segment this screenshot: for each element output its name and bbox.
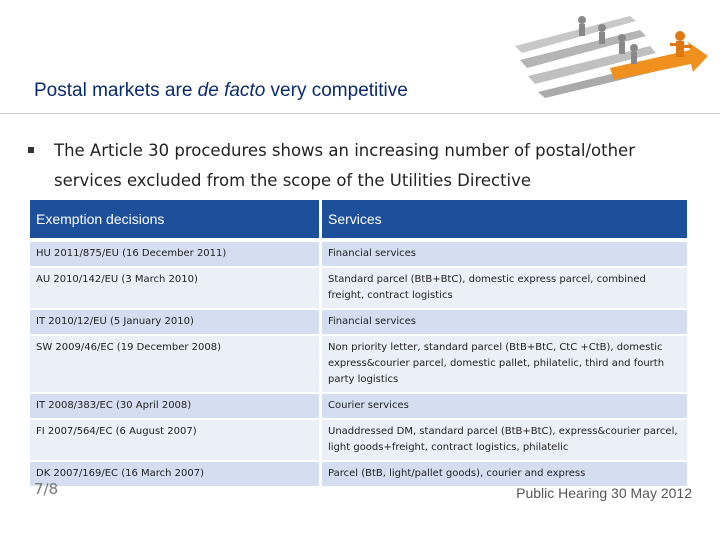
services-cell: Courier services — [320, 393, 690, 420]
table-row: DK 2007/169/EC (16 March 2007) Parcel (B… — [30, 461, 690, 488]
table-row: AU 2010/142/EU (3 March 2010) Standard p… — [30, 267, 690, 310]
title-divider — [0, 113, 720, 114]
title-italic: de facto — [197, 80, 266, 101]
services-cell: Financial services — [320, 309, 690, 336]
page-number: 7/8 — [34, 480, 59, 498]
header-services: Services — [320, 200, 690, 242]
table-header-row: Exemption decisions Services — [30, 200, 690, 242]
table-row: HU 2011/875/EU (16 December 2011) Financ… — [30, 240, 690, 268]
slide-title: Postal markets are de facto very competi… — [34, 80, 408, 101]
services-cell: Financial services — [320, 240, 690, 268]
decision-cell: FI 2007/564/EC (6 August 2007) — [30, 419, 322, 462]
table-row: SW 2009/46/EC (19 December 2008) Non pri… — [30, 335, 690, 394]
decision-cell: AU 2010/142/EU (3 March 2010) — [30, 267, 322, 310]
decision-cell: SW 2009/46/EC (19 December 2008) — [30, 335, 322, 394]
table-row: IT 2010/12/EU (5 January 2010) Financial… — [30, 309, 690, 336]
table-row: FI 2007/564/EC (6 August 2007) Unaddress… — [30, 419, 690, 462]
footer-event: Public Hearing 30 May 2012 — [516, 485, 692, 501]
services-cell: Unaddressed DM, standard parcel (BtB+BtC… — [320, 419, 690, 462]
decision-cell: IT 2008/383/EC (30 April 2008) — [30, 393, 322, 420]
bullet-text: The Article 30 procedures shows an incre… — [54, 141, 635, 190]
decision-cell: HU 2011/875/EU (16 December 2011) — [30, 240, 322, 268]
header-exemption-decisions: Exemption decisions — [30, 200, 322, 242]
decision-cell: DK 2007/169/EC (16 March 2007) — [30, 461, 322, 488]
racing-figures-arrows-icon — [510, 8, 710, 98]
exemption-table: Exemption decisions Services HU 2011/875… — [30, 200, 690, 488]
table-row: IT 2008/383/EC (30 April 2008) Courier s… — [30, 393, 690, 420]
services-cell: Parcel (BtB, light/pallet goods), courie… — [320, 461, 690, 488]
bullet-square-icon — [28, 147, 34, 153]
decision-cell: IT 2010/12/EU (5 January 2010) — [30, 309, 322, 336]
services-cell: Standard parcel (BtB+BtC), domestic expr… — [320, 267, 690, 310]
services-cell: Non priority letter, standard parcel (Bt… — [320, 335, 690, 394]
